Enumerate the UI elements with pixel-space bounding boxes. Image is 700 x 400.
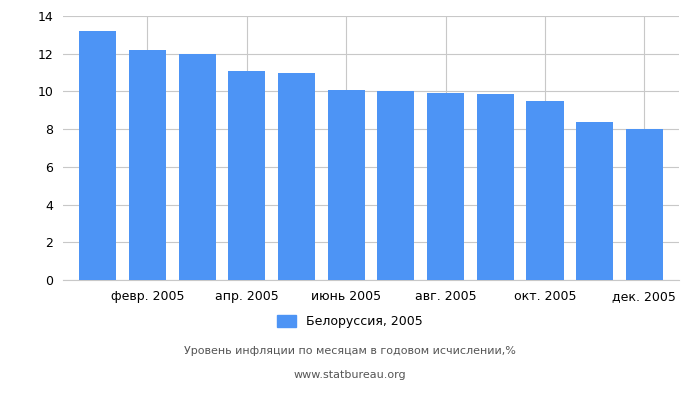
Bar (129, 50, 166, 280)
Bar (626, 129, 663, 280)
Text: www.statbureau.org: www.statbureau.org (294, 370, 406, 380)
Bar (427, 93, 464, 280)
Bar (228, 71, 265, 280)
Bar (328, 90, 365, 280)
Legend: Белоруссия, 2005: Белоруссия, 2005 (272, 310, 428, 333)
Bar (178, 54, 216, 280)
Text: Уровень инфляции по месяцам в годовом исчислении,%: Уровень инфляции по месяцам в годовом ис… (184, 346, 516, 356)
Bar (477, 94, 514, 280)
Bar (278, 72, 315, 280)
Bar (377, 92, 414, 280)
Bar (79, 31, 116, 280)
Bar (576, 122, 613, 280)
Bar (526, 101, 564, 280)
